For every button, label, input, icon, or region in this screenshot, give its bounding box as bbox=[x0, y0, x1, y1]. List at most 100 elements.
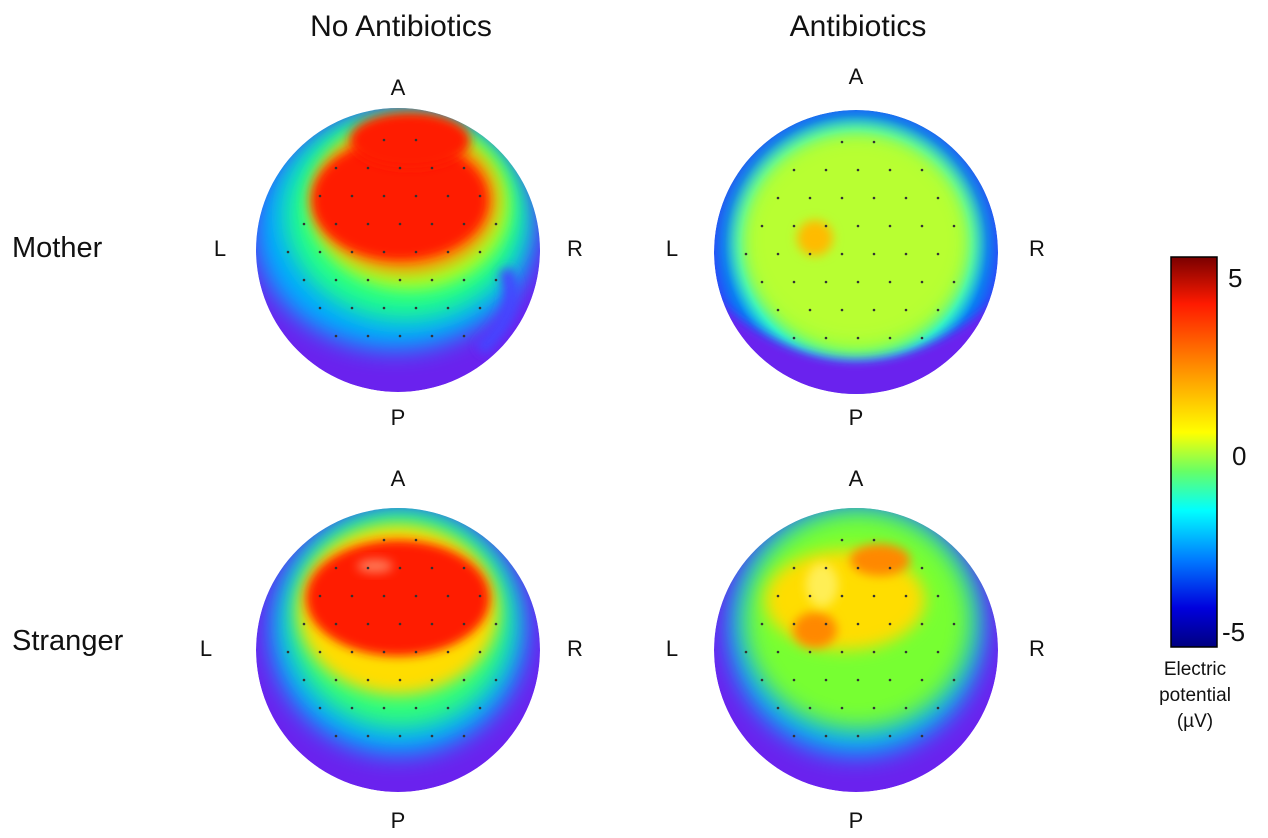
electrode-dot bbox=[872, 594, 876, 598]
electrode-dot bbox=[318, 706, 322, 710]
electrode-dot bbox=[382, 594, 386, 598]
electrode-dot bbox=[888, 566, 892, 570]
electrode-dot bbox=[808, 196, 812, 200]
electrode-dot bbox=[414, 306, 418, 310]
electrode-dot bbox=[808, 650, 812, 654]
left-label: L bbox=[199, 636, 213, 661]
electrode-dot bbox=[888, 168, 892, 172]
electrode-dot bbox=[936, 196, 940, 200]
electrode-dot bbox=[792, 678, 796, 682]
electrode-dot bbox=[824, 336, 828, 340]
electrode-dot bbox=[446, 706, 450, 710]
column-title-antibiotics: Antibiotics bbox=[789, 10, 927, 43]
electrode-dot bbox=[888, 336, 892, 340]
electrode-dot bbox=[920, 224, 924, 228]
electrode-dot bbox=[334, 278, 338, 282]
electrode-dot bbox=[824, 280, 828, 284]
electrode-dot bbox=[382, 538, 386, 542]
electrode-dot bbox=[840, 538, 844, 542]
electrode-dot bbox=[856, 224, 860, 228]
electrode-dot bbox=[888, 678, 892, 682]
electrode-dot bbox=[446, 650, 450, 654]
electrode-dot bbox=[904, 308, 908, 312]
electrode-dot bbox=[856, 678, 860, 682]
electrode-dot bbox=[760, 280, 764, 284]
electrode-dot bbox=[808, 706, 812, 710]
electrode-dot bbox=[382, 194, 386, 198]
colorbar bbox=[1170, 256, 1218, 648]
electrode-dot bbox=[430, 734, 434, 738]
electrode-dot bbox=[382, 650, 386, 654]
electrode-dot bbox=[952, 678, 956, 682]
electrode-dot bbox=[824, 168, 828, 172]
electrode-dot bbox=[382, 706, 386, 710]
left-label: L bbox=[665, 636, 679, 661]
electrode-dot bbox=[840, 594, 844, 598]
electrode-dot bbox=[334, 734, 338, 738]
colorbar-tick-zero: 0 bbox=[1232, 441, 1247, 471]
electrode-dot bbox=[904, 196, 908, 200]
electrode-dot bbox=[430, 334, 434, 338]
electrode-dot bbox=[334, 622, 338, 626]
anterior-label: A bbox=[848, 64, 864, 89]
anterior-label: A bbox=[390, 466, 406, 491]
electrode-dot bbox=[398, 678, 402, 682]
electrode-dot bbox=[904, 650, 908, 654]
electrode-dot bbox=[808, 308, 812, 312]
electrode-dot bbox=[792, 224, 796, 228]
electrode-dot bbox=[366, 734, 370, 738]
electrode-dot bbox=[872, 308, 876, 312]
electrode-dot bbox=[430, 278, 434, 282]
topo-map-stranger-no-antibiotics bbox=[256, 508, 540, 792]
posterior-label: P bbox=[848, 405, 864, 430]
anterior-label: A bbox=[390, 75, 406, 100]
electrode-dot bbox=[936, 706, 940, 710]
electrode-dot bbox=[920, 280, 924, 284]
electrode-dots bbox=[286, 138, 956, 738]
electrode-dot bbox=[744, 252, 748, 256]
electrode-dot bbox=[478, 250, 482, 254]
electrode-dot bbox=[872, 140, 876, 144]
electrode-dot bbox=[936, 650, 940, 654]
electrode-dot bbox=[430, 166, 434, 170]
electrode-dot bbox=[462, 334, 466, 338]
electrode-dot bbox=[936, 594, 940, 598]
electrode-dot bbox=[840, 196, 844, 200]
electrode-dot bbox=[840, 650, 844, 654]
right-label: R bbox=[1029, 636, 1045, 661]
electrode-dot bbox=[414, 250, 418, 254]
electrode-dot bbox=[760, 224, 764, 228]
electrode-dot bbox=[334, 166, 338, 170]
electrode-dot bbox=[936, 252, 940, 256]
electrode-dot bbox=[462, 734, 466, 738]
electrode-dot bbox=[824, 566, 828, 570]
electrode-dot bbox=[888, 622, 892, 626]
electrode-dot bbox=[872, 706, 876, 710]
electrode-dot bbox=[366, 166, 370, 170]
electrode-dot bbox=[478, 306, 482, 310]
electrode-dot bbox=[382, 250, 386, 254]
electrode-dot bbox=[920, 734, 924, 738]
electrode-dot bbox=[430, 222, 434, 226]
electrode-dot bbox=[350, 306, 354, 310]
electrode-dot bbox=[318, 306, 322, 310]
electrode-dot bbox=[904, 706, 908, 710]
electrode-dot bbox=[856, 622, 860, 626]
right-label: R bbox=[567, 236, 583, 261]
electrode-dot bbox=[494, 678, 498, 682]
electrode-dot bbox=[462, 278, 466, 282]
colorbar-tick-max: 5 bbox=[1228, 263, 1243, 293]
electrode-dot bbox=[446, 250, 450, 254]
electrode-dot bbox=[366, 222, 370, 226]
electrode-dot bbox=[478, 706, 482, 710]
posterior-label: P bbox=[390, 405, 406, 430]
anterior-label: A bbox=[848, 466, 864, 491]
electrode-dot bbox=[856, 168, 860, 172]
electrode-dot bbox=[462, 566, 466, 570]
electrode-dot bbox=[350, 706, 354, 710]
electrode-dot bbox=[920, 566, 924, 570]
electrode-dot bbox=[776, 252, 780, 256]
colorbar-tick-min: -5 bbox=[1222, 617, 1246, 647]
electrode-dot bbox=[414, 538, 418, 542]
